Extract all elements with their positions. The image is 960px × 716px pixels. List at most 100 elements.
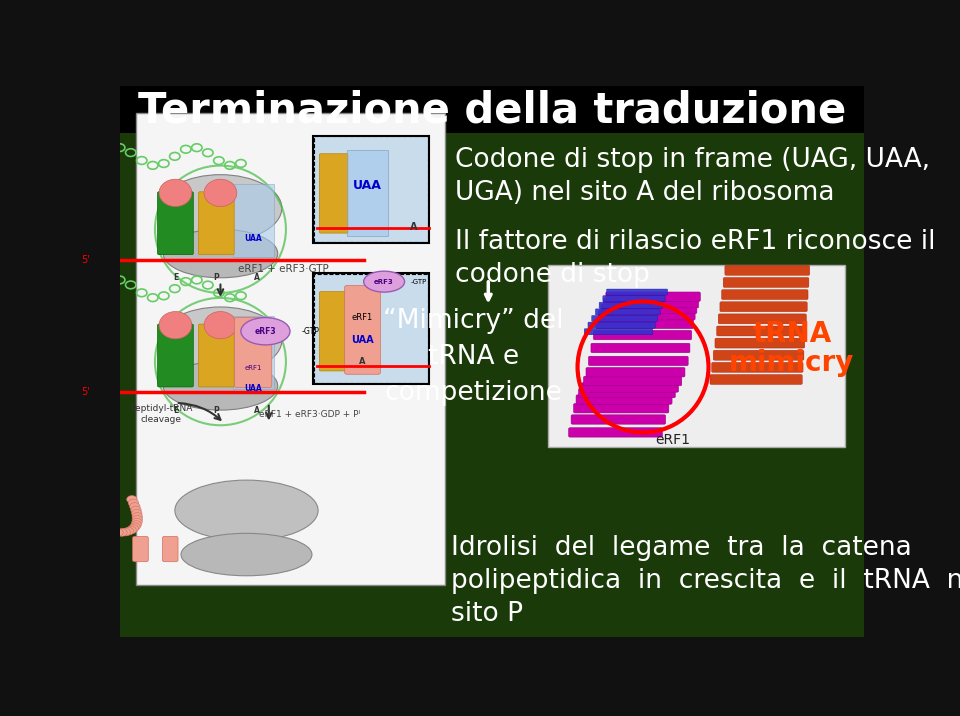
Text: eRF1: eRF1 <box>352 313 373 322</box>
Ellipse shape <box>159 307 282 374</box>
FancyBboxPatch shape <box>711 362 804 372</box>
Text: UAA: UAA <box>351 334 373 344</box>
FancyBboxPatch shape <box>320 154 348 233</box>
FancyBboxPatch shape <box>725 266 809 275</box>
FancyBboxPatch shape <box>591 343 690 353</box>
FancyBboxPatch shape <box>313 135 429 243</box>
FancyBboxPatch shape <box>585 329 653 335</box>
Circle shape <box>89 523 100 531</box>
Circle shape <box>71 513 82 521</box>
FancyBboxPatch shape <box>606 292 701 301</box>
FancyBboxPatch shape <box>599 302 662 309</box>
Text: eRF1: eRF1 <box>245 364 262 371</box>
Ellipse shape <box>159 175 282 241</box>
FancyBboxPatch shape <box>710 374 803 384</box>
Ellipse shape <box>204 311 237 339</box>
FancyBboxPatch shape <box>199 192 234 255</box>
Circle shape <box>100 526 109 534</box>
Text: P: P <box>213 405 219 415</box>
Text: UAA: UAA <box>244 384 262 393</box>
Text: UAA: UAA <box>244 234 262 243</box>
FancyBboxPatch shape <box>576 395 672 405</box>
Text: E: E <box>173 405 178 415</box>
Text: -GTP: -GTP <box>301 326 320 336</box>
Text: A: A <box>254 274 260 282</box>
Circle shape <box>120 528 131 536</box>
Ellipse shape <box>364 271 404 292</box>
Text: eRF1 + eRF3·GTP: eRF1 + eRF3·GTP <box>238 264 329 274</box>
FancyBboxPatch shape <box>713 350 804 360</box>
FancyBboxPatch shape <box>581 383 679 392</box>
Circle shape <box>131 506 141 514</box>
Text: UAA: UAA <box>353 179 382 192</box>
Ellipse shape <box>163 362 277 410</box>
FancyBboxPatch shape <box>716 326 805 336</box>
Circle shape <box>113 528 123 536</box>
FancyBboxPatch shape <box>548 265 846 447</box>
FancyBboxPatch shape <box>603 296 665 301</box>
Circle shape <box>67 510 77 517</box>
Text: Il fattore di rilascio eRF1 riconosce il
codone di stop: Il fattore di rilascio eRF1 riconosce il… <box>455 229 935 289</box>
FancyBboxPatch shape <box>579 388 675 398</box>
Circle shape <box>80 518 90 526</box>
FancyBboxPatch shape <box>162 536 178 562</box>
FancyBboxPatch shape <box>320 291 348 371</box>
FancyBboxPatch shape <box>157 192 193 255</box>
FancyBboxPatch shape <box>720 301 807 311</box>
FancyBboxPatch shape <box>603 299 699 308</box>
Text: -GTP: -GTP <box>410 279 426 285</box>
Circle shape <box>63 506 74 514</box>
Text: A: A <box>410 221 418 231</box>
Ellipse shape <box>175 480 318 541</box>
FancyBboxPatch shape <box>593 330 691 340</box>
Circle shape <box>130 523 140 531</box>
Circle shape <box>75 516 85 523</box>
Text: A: A <box>359 357 366 366</box>
FancyBboxPatch shape <box>595 309 660 315</box>
FancyBboxPatch shape <box>345 286 380 374</box>
Text: Codone di stop in frame (UAG, UAA,
UGA) nel sito A del ribosoma: Codone di stop in frame (UAG, UAA, UGA) … <box>455 147 930 205</box>
Circle shape <box>58 499 67 507</box>
Ellipse shape <box>204 179 237 206</box>
Text: eRF3: eRF3 <box>254 326 276 336</box>
FancyBboxPatch shape <box>120 132 864 637</box>
FancyBboxPatch shape <box>120 86 864 132</box>
Text: “Mimicry” del
tRNA e
competizione: “Mimicry” del tRNA e competizione <box>383 308 564 405</box>
Circle shape <box>132 513 142 521</box>
FancyBboxPatch shape <box>586 367 684 377</box>
Circle shape <box>108 528 119 536</box>
Text: 5': 5' <box>81 387 89 397</box>
Ellipse shape <box>159 311 192 339</box>
Circle shape <box>95 525 105 533</box>
Text: mimicry: mimicry <box>730 349 854 377</box>
Text: tRNA: tRNA <box>753 320 831 348</box>
Circle shape <box>132 518 142 526</box>
Text: A: A <box>254 405 260 415</box>
Circle shape <box>130 503 140 511</box>
FancyBboxPatch shape <box>573 404 669 413</box>
FancyBboxPatch shape <box>723 278 809 287</box>
FancyBboxPatch shape <box>718 314 806 324</box>
Circle shape <box>129 499 138 507</box>
FancyBboxPatch shape <box>136 113 445 585</box>
Text: 5': 5' <box>81 255 89 265</box>
FancyBboxPatch shape <box>313 274 429 384</box>
Text: eRF1 + eRF3·GDP + Pᴵ: eRF1 + eRF3·GDP + Pᴵ <box>259 410 360 419</box>
Text: E: E <box>173 274 178 282</box>
FancyBboxPatch shape <box>722 290 808 299</box>
FancyBboxPatch shape <box>571 415 665 424</box>
FancyBboxPatch shape <box>132 536 148 562</box>
Circle shape <box>84 521 95 528</box>
FancyBboxPatch shape <box>232 316 274 389</box>
FancyBboxPatch shape <box>234 317 272 387</box>
FancyBboxPatch shape <box>591 316 658 321</box>
FancyBboxPatch shape <box>715 338 804 348</box>
Text: Peptidyl-tRNA
cleavage: Peptidyl-tRNA cleavage <box>130 404 192 424</box>
Circle shape <box>132 510 142 517</box>
FancyBboxPatch shape <box>598 311 695 320</box>
FancyBboxPatch shape <box>157 324 193 387</box>
FancyBboxPatch shape <box>588 357 688 366</box>
FancyBboxPatch shape <box>232 184 274 256</box>
Circle shape <box>127 495 137 503</box>
Text: P: P <box>213 274 219 282</box>
